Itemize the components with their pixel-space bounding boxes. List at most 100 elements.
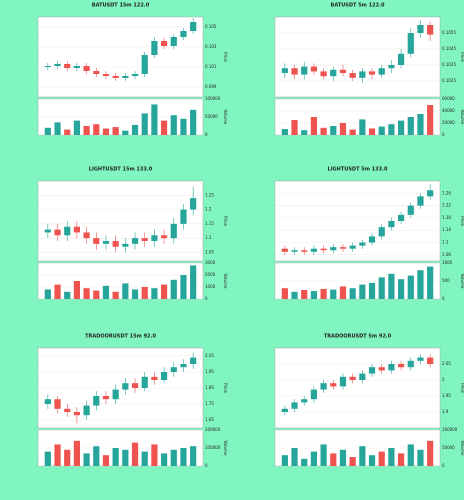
- chart-panel: BATUSDT 5m 122.0 0.1025 0.1035 0.1045 0.1055…: [274, 3, 464, 137]
- candle-body: [359, 71, 366, 78]
- candle-body: [339, 69, 347, 73]
- volume-bar: [64, 291, 71, 299]
- volume-axis-label: Volume: [460, 441, 464, 456]
- y-tick-label: 1.65: [205, 417, 214, 422]
- candle-body: [151, 376, 158, 380]
- volume-bar: [131, 289, 139, 299]
- candle-body: [359, 373, 366, 380]
- volume-bar: [291, 291, 298, 299]
- volume-bar: [54, 284, 61, 299]
- y-tick-label: 1.14: [442, 227, 451, 232]
- volume-bar: [44, 451, 51, 466]
- chart-title: TRADOORUSDT 15m 92.0: [85, 334, 156, 340]
- volume-axis-label: Volume: [223, 110, 228, 125]
- price-panel: [274, 180, 441, 262]
- volume-bar: [339, 449, 347, 466]
- chart-panel: BATUSDT 15m 122.0 0.099 0.101 0.103 0.105 0 50…: [37, 3, 228, 137]
- candle-body: [388, 364, 395, 371]
- price-panel: [274, 347, 441, 429]
- y-tick-label: 1.9: [442, 409, 449, 414]
- volume-bar: [170, 115, 177, 135]
- volume-tick-label: 1000: [205, 284, 216, 289]
- volume-bar: [170, 449, 177, 466]
- y-tick-label: 1.18: [442, 215, 451, 220]
- candle-body: [378, 367, 385, 371]
- volume-bar: [368, 455, 376, 466]
- volume-bar: [407, 275, 414, 299]
- y-tick-label: 0.099: [205, 84, 217, 89]
- y-tick-label: 1.2: [205, 207, 212, 212]
- candle-body: [281, 408, 288, 412]
- candle-body: [397, 214, 405, 221]
- candle-body: [320, 383, 327, 390]
- y-axis-label: Price: [460, 52, 464, 62]
- candle-body: [330, 247, 337, 251]
- price-panel: [37, 16, 204, 98]
- volume-tick-label: 0: [442, 463, 445, 468]
- candle-body: [54, 229, 61, 236]
- volume-bar: [122, 130, 129, 135]
- candle-body: [397, 53, 405, 65]
- candle-body: [301, 66, 308, 75]
- volume-bar: [301, 130, 308, 135]
- candle-body: [180, 364, 187, 368]
- volume-bar: [378, 126, 385, 135]
- volume-tick-label: 100000: [205, 96, 221, 101]
- volume-bar: [73, 281, 81, 299]
- candle-body: [83, 405, 90, 416]
- volume-bar: [281, 129, 288, 135]
- volume-bar: [83, 453, 90, 466]
- volume-bar: [349, 457, 356, 466]
- volume-tick-label: 0: [205, 296, 208, 301]
- candle-body: [359, 242, 366, 246]
- volume-bar: [281, 455, 288, 466]
- y-tick-label: 1.22: [442, 203, 451, 208]
- volume-bar: [427, 266, 434, 299]
- candle-body: [170, 37, 177, 46]
- volume-bar: [180, 118, 187, 135]
- volume-bar: [54, 122, 61, 135]
- y-tick-label: 0.1045: [442, 46, 456, 51]
- candle-body: [170, 223, 177, 239]
- candle-body: [407, 205, 414, 215]
- volume-bar: [160, 453, 168, 466]
- candle-body: [93, 396, 100, 406]
- volume-bar: [378, 451, 385, 466]
- candle-body: [190, 357, 197, 364]
- candle-body: [330, 383, 337, 387]
- volume-bar: [151, 104, 158, 135]
- volume-bar: [151, 444, 158, 466]
- volume-panel: [37, 262, 204, 300]
- y-tick-label: 0.1025: [442, 78, 456, 83]
- volume-tick-label: 0: [205, 132, 208, 137]
- volume-bar: [64, 449, 71, 466]
- volume-axis-label: Volume: [460, 274, 464, 289]
- candle-body: [44, 229, 51, 233]
- volume-bar: [160, 284, 168, 299]
- candle-body: [141, 376, 148, 388]
- candle-body: [349, 73, 356, 78]
- candle-body: [301, 250, 308, 252]
- y-tick-label: 1.05: [205, 249, 214, 254]
- candle-body: [54, 399, 61, 409]
- volume-bar: [301, 290, 308, 299]
- candle-body: [291, 250, 298, 252]
- y-axis-label: Price: [460, 216, 464, 226]
- volume-tick-label: 40000: [442, 108, 455, 113]
- volume-bar: [368, 282, 376, 299]
- volume-tick-label: 60000: [442, 96, 455, 101]
- candle-body: [131, 74, 139, 76]
- volume-bar: [112, 448, 119, 466]
- volume-tick-label: 3000: [205, 260, 216, 265]
- candle-body: [330, 69, 337, 77]
- volume-bar: [359, 284, 366, 299]
- chart-title: BATUSDT 15m 122.0: [92, 3, 150, 9]
- volume-bar: [93, 290, 100, 299]
- candle-body: [427, 25, 434, 35]
- candle-body: [427, 190, 434, 197]
- volume-bar: [320, 127, 327, 135]
- chart-panel: TRADOORUSDT 15m 92.0 1.65 1.75 1.85 1.95 2.05…: [37, 334, 228, 468]
- volume-bar: [281, 288, 288, 299]
- candle-body: [102, 241, 110, 244]
- volume-bar: [83, 288, 90, 299]
